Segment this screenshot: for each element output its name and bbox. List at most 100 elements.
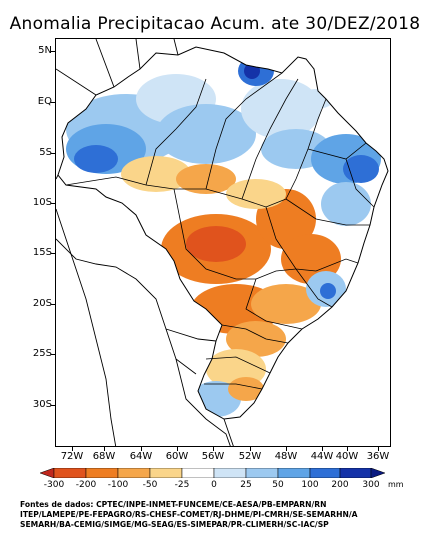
sources-line: SEMARH/BA-CEMIG/SIMGE/MG-SEAG/ES-SIMEPAR… [20,520,329,529]
state-border [204,383,263,390]
state-borders [65,72,375,390]
state-border [205,72,283,190]
anomaly-region [226,179,286,209]
data-sources: Fontes de dados: CPTEC/INPE-INMET-FUNCEM… [20,500,430,530]
lon-label-52w: 52W [238,451,262,462]
lat-tick [51,51,55,52]
lat-label-15s: 15S [32,247,52,258]
lat-label-30s: 30S [32,399,52,410]
colorbar-segment [40,468,55,478]
map-title: Anomalia Precipitacao Acum. ate 30/DEZ/2… [9,14,421,34]
lon-tick [141,447,142,451]
colorbar-segment [339,468,372,478]
lon-tick [72,447,73,451]
brazil-outline [57,46,389,420]
colorbar-label: 200 [331,480,349,490]
colorbar-unit: mm [388,480,404,489]
sources-line: ITEP/LAMEPE/PE-FEPAGRO/RS-CHESF-COMET/RJ… [20,510,358,519]
colorbar-label: -25 [174,480,190,490]
state-border [345,158,375,208]
colorbar-label: -300 [43,480,65,490]
lat-tick [51,304,55,305]
colorbar-segment [245,468,279,478]
lat-label-20s: 20S [32,298,52,309]
lat-tick [51,354,55,355]
lon-tick [286,447,287,451]
lon-label-40w: 40W [335,451,359,462]
colorbar-label: 25 [240,480,252,490]
colorbar-segment [181,468,215,478]
lat-label-5s: 5S [39,147,52,158]
state-border [245,278,303,330]
lon-label-60w: 60W [165,451,189,462]
country-border [56,238,197,375]
state-border [241,78,299,200]
anomaly-region [74,145,118,173]
lon-tick [347,447,348,451]
sources-line: Fontes de dados: CPTEC/INPE-INMET-FUNCEM… [20,500,327,509]
country-border [175,358,231,446]
state-border [205,356,271,374]
colorbar-segment [213,468,247,478]
colorbar-segment [277,468,311,478]
country-border [165,328,217,342]
country-border [95,39,115,88]
lat-tick [51,102,55,103]
lon-tick [378,447,379,451]
lat-tick [51,253,55,254]
lon-label-72w: 72W [60,451,84,462]
lon-tick [250,447,251,451]
lon-tick [104,447,105,451]
lon-label-56w: 56W [201,451,225,462]
anomaly-region [251,284,321,324]
anomaly-region [186,226,246,262]
state-border [173,188,256,280]
lon-tick [322,447,323,451]
anomaly-region [156,104,256,164]
colorbar-label: 100 [301,480,319,490]
lat-tick [51,203,55,204]
state-border [285,198,370,226]
country-border [135,39,141,70]
lat-label-eq: EQ [37,96,52,107]
lat-label-25s: 25S [32,348,52,359]
country-border [56,174,59,180]
country-border [56,208,117,446]
anomaly-region [176,164,236,194]
colorbar-segment [53,468,87,478]
anomaly-region [226,321,286,357]
colorbar-segment [309,468,341,478]
colorbar-label: 300 [362,480,380,490]
lat-label-5n: 5N [38,45,52,56]
lat-label-10s: 10S [32,197,52,208]
country-border [223,418,234,446]
colorbar [40,468,385,478]
lat-tick [51,405,55,406]
anomaly-region [321,182,371,226]
lon-label-36w: 36W [366,451,390,462]
country-borders [56,39,234,446]
colorbar-segment [370,468,385,478]
colorbar-label: -200 [75,480,97,490]
colorbar-label: 50 [272,480,284,490]
colorbar-label: 0 [211,480,217,490]
colorbar-label: -100 [107,480,129,490]
lon-label-68w: 68W [92,451,116,462]
anomaly-map-svg [56,39,389,446]
colorbar-segment [149,468,183,478]
country-border [173,39,179,56]
anomaly-region [343,155,379,183]
colorbar-label: -50 [142,480,158,490]
anomaly-map [55,38,391,447]
anomaly-region [320,283,336,299]
lon-tick [177,447,178,451]
state-border [221,324,289,344]
country-border [56,68,97,96]
state-border [265,206,359,272]
state-border [145,78,207,186]
state-border [295,268,333,308]
lon-label-64w: 64W [129,451,153,462]
colorbar-segment [85,468,119,478]
lon-label-44w: 44W [310,451,334,462]
anomaly-region [298,89,334,109]
